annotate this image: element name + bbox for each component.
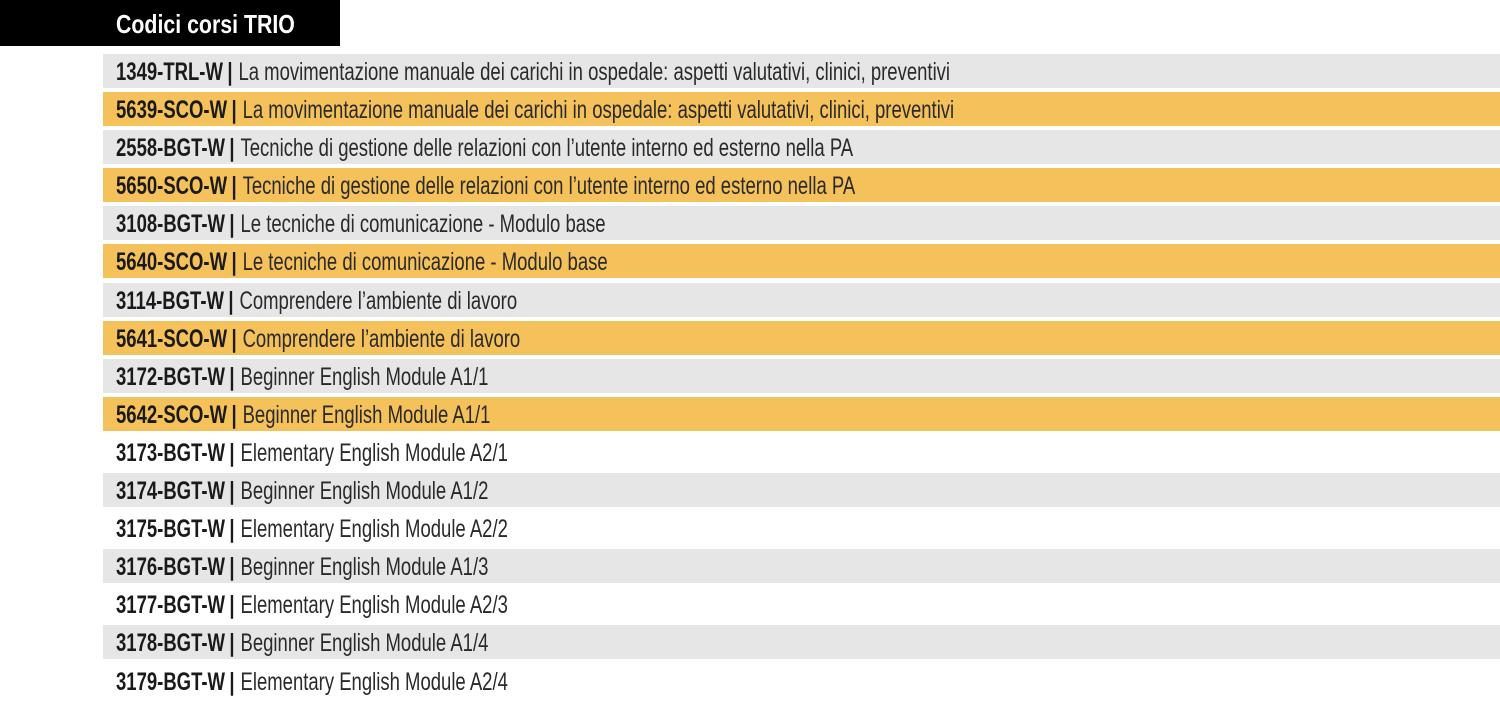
separator: |	[229, 438, 235, 467]
course-code: 3174-BGT-W	[116, 477, 225, 506]
separator: |	[229, 134, 235, 163]
course-row: 5640-SCO-W | Le tecniche di comunicazione …	[103, 244, 1500, 279]
course-row-content: 2558-BGT-W | Tecniche di gestione delle re…	[116, 130, 853, 164]
course-code: 3176-BGT-W	[116, 553, 225, 582]
course-row-content: 3178-BGT-W | Beginner English Module A1/4	[116, 625, 488, 659]
course-code: 5650-SCO-W	[116, 172, 228, 201]
course-row-content: 3173-BGT-W | Elementary English Module A2/…	[116, 435, 508, 469]
course-description: Elementary English Module A2/3	[240, 591, 508, 620]
separator: |	[229, 629, 235, 658]
separator: |	[231, 96, 237, 125]
separator: |	[229, 210, 235, 239]
separator: |	[231, 400, 237, 429]
course-code: 5642-SCO-W	[116, 400, 228, 429]
course-row: 3172-BGT-W | Beginner English Module A1/1	[103, 358, 1500, 393]
separator: |	[229, 362, 235, 391]
course-row-content: 5639-SCO-W | La movimentazione manuale dei…	[116, 92, 954, 126]
course-row: 5650-SCO-W | Tecniche di gestione delle re…	[103, 168, 1500, 203]
course-row: 3175-BGT-W | Elementary English Module A2/…	[103, 511, 1500, 546]
course-row-content: 3179-BGT-W | Elementary English Module A2/…	[116, 664, 508, 698]
course-row-content: 3114-BGT-W | Comprendere l’ambiente di lav…	[116, 283, 517, 317]
course-description: Elementary English Module A2/2	[240, 515, 508, 544]
course-row: 5641-SCO-W | Comprendere l’ambiente di lav…	[103, 320, 1500, 355]
course-code: 5640-SCO-W	[116, 248, 228, 277]
course-code: 5639-SCO-W	[116, 96, 228, 125]
separator: |	[231, 324, 237, 353]
course-row: 3179-BGT-W | Elementary English Module A2/…	[103, 663, 1500, 698]
course-description: Beginner English Module A1/4	[240, 629, 489, 658]
course-code: 3177-BGT-W	[116, 591, 225, 620]
separator: |	[229, 591, 235, 620]
course-row: 3114-BGT-W | Comprendere l’ambiente di lav…	[103, 282, 1500, 317]
separator: |	[229, 477, 235, 506]
course-row-content: 3177-BGT-W | Elementary English Module A2/…	[116, 587, 508, 621]
course-description: Elementary English Module A2/1	[240, 438, 508, 467]
page-title: Codici corsi TRIO	[116, 9, 295, 39]
course-row-content: 3175-BGT-W | Elementary English Module A2/…	[116, 511, 508, 545]
separator: |	[229, 667, 235, 696]
separator: |	[228, 286, 234, 315]
course-row-content: 3172-BGT-W | Beginner English Module A1/1	[116, 359, 488, 393]
course-description: Le tecniche di comunicazione - Modulo ba…	[240, 210, 606, 239]
separator: |	[229, 515, 235, 544]
course-description: Le tecniche di comunicazione - Modulo ba…	[242, 248, 608, 277]
course-list: 1349-TRL-W | La movimentazione manuale dei…	[103, 54, 1500, 702]
title-bar: Codici corsi TRIO	[0, 0, 340, 46]
course-row: 3176-BGT-W | Beginner English Module A1/3	[103, 549, 1500, 584]
course-row-content: 5641-SCO-W | Comprendere l’ambiente di lav…	[116, 321, 520, 355]
course-description: Elementary English Module A2/4	[240, 667, 508, 696]
course-description: Beginner English Module A1/2	[240, 477, 489, 506]
course-row: 3174-BGT-W | Beginner English Module A1/2	[103, 473, 1500, 508]
course-row-content: 3174-BGT-W | Beginner English Module A1/2	[116, 473, 488, 507]
course-code: 2558-BGT-W	[116, 134, 225, 163]
course-code: 3172-BGT-W	[116, 362, 225, 391]
separator: |	[231, 248, 237, 277]
separator: |	[229, 553, 235, 582]
course-description: Tecniche di gestione delle relazioni con…	[242, 172, 856, 201]
course-row: 3173-BGT-W | Elementary English Module A2/…	[103, 434, 1500, 469]
course-description: Beginner English Module A1/1	[240, 362, 489, 391]
course-description: Beginner English Module A1/3	[240, 553, 489, 582]
course-row-content: 3108-BGT-W | Le tecniche di comunicazione …	[116, 206, 606, 240]
course-description: Comprendere l’ambiente di lavoro	[242, 324, 521, 353]
course-row: 1349-TRL-W | La movimentazione manuale dei…	[103, 54, 1500, 88]
course-description: Beginner English Module A1/1	[242, 400, 491, 429]
course-row: 5639-SCO-W | La movimentazione manuale dei…	[103, 92, 1500, 127]
course-row: 5642-SCO-W | Beginner English Module A1/1	[103, 396, 1500, 431]
course-description: Tecniche di gestione delle relazioni con…	[240, 134, 854, 163]
course-code: 1349-TRL-W	[116, 58, 223, 86]
course-row-content: 5640-SCO-W | Le tecniche di comunicazione …	[116, 244, 608, 278]
separator: |	[227, 58, 233, 86]
course-description: La movimentazione manuale dei carichi in…	[238, 58, 951, 86]
separator: |	[231, 172, 237, 201]
course-row-content: 1349-TRL-W | La movimentazione manuale dei…	[116, 54, 950, 88]
course-row: 3108-BGT-W | Le tecniche di comunicazione …	[103, 206, 1500, 241]
course-code: 3108-BGT-W	[116, 210, 225, 239]
course-code: 3173-BGT-W	[116, 438, 225, 467]
course-row: 3178-BGT-W | Beginner English Module A1/4	[103, 625, 1500, 660]
course-code: 3175-BGT-W	[116, 515, 225, 544]
course-row-content: 3176-BGT-W | Beginner English Module A1/3	[116, 549, 488, 583]
course-description: La movimentazione manuale dei carichi in…	[242, 96, 955, 125]
course-row: 2558-BGT-W | Tecniche di gestione delle re…	[103, 130, 1500, 165]
course-description: Comprendere l’ambiente di lavoro	[239, 286, 518, 315]
course-row: 3177-BGT-W | Elementary English Module A2/…	[103, 587, 1500, 622]
course-row-content: 5650-SCO-W | Tecniche di gestione delle re…	[116, 168, 855, 202]
course-row-content: 5642-SCO-W | Beginner English Module A1/1	[116, 397, 490, 431]
course-code: 3178-BGT-W	[116, 629, 225, 658]
course-code: 3179-BGT-W	[116, 667, 225, 696]
course-code: 3114-BGT-W	[116, 286, 224, 315]
course-code: 5641-SCO-W	[116, 324, 228, 353]
